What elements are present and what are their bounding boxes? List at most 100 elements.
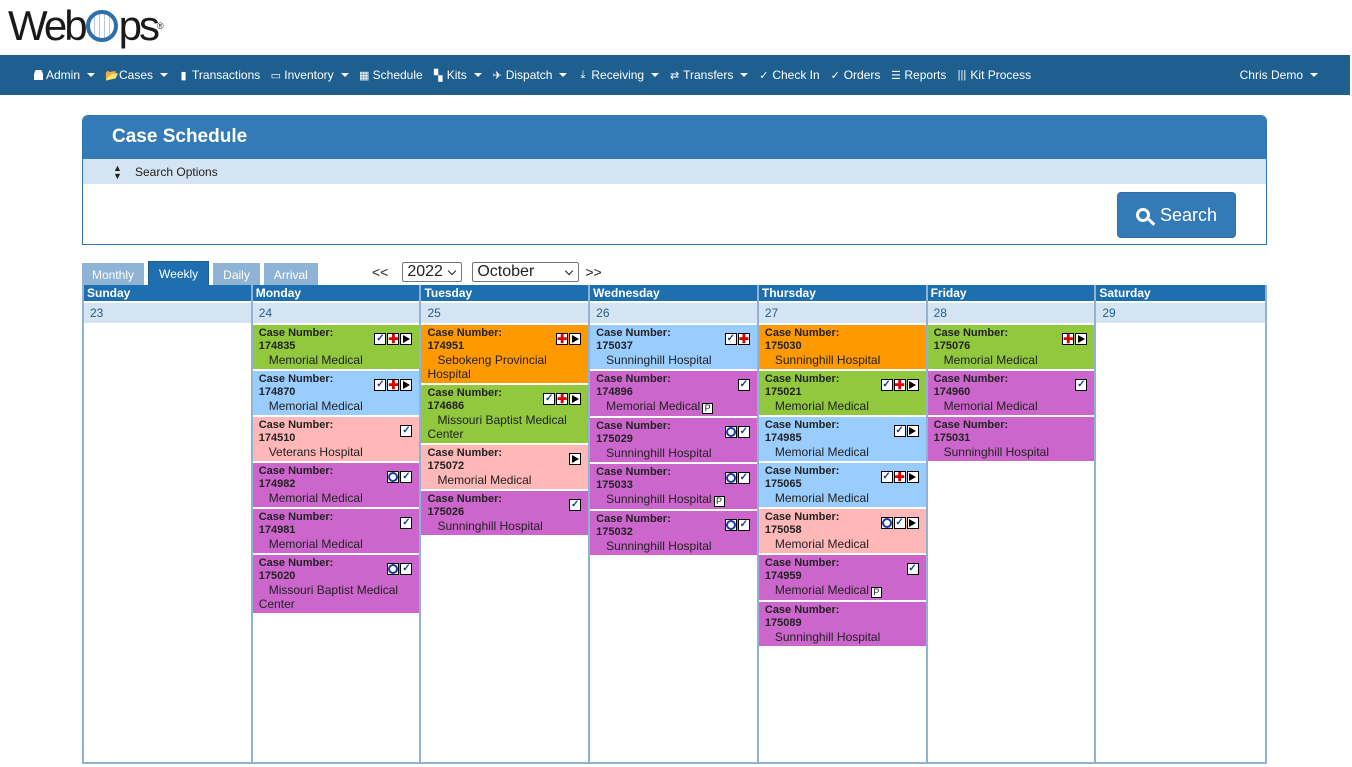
case-event[interactable]: Case Number: 175029 Sunninghill Hospital ✓	[590, 418, 757, 464]
status-badges: ✓ ✚	[880, 378, 919, 392]
case-event[interactable]: Case Number: 175065 Memorial Medical ✓ ✚	[758, 463, 926, 509]
tab-daily[interactable]: Daily	[213, 263, 260, 287]
day-number[interactable]: 24	[252, 303, 420, 323]
case-event[interactable]: Case Number: 174870 Memorial Medical ✓ ✚	[252, 371, 420, 417]
case-event[interactable]: Case Number: 174960 Memorial Medical ✓	[927, 371, 1095, 417]
nav-orders[interactable]: ✓ Orders	[830, 68, 881, 82]
status-badges: ✓	[724, 519, 750, 531]
case-event[interactable]: Case Number: 175020 Missouri Baptist Medi…	[252, 555, 420, 615]
circle-badge-icon	[724, 472, 737, 484]
case-facility: Sunninghill Hospital	[606, 539, 712, 553]
circle-badge-icon	[387, 563, 400, 575]
case-number: 175089	[764, 617, 802, 629]
case-number: 175026	[427, 506, 465, 518]
medical-cross-icon: ✚	[893, 378, 906, 392]
nav-check-in[interactable]: ✓ Check In	[758, 68, 819, 82]
day-column: 29	[1096, 301, 1266, 762]
medical-cross-icon: ✚	[556, 392, 569, 406]
case-event[interactable]: Case Number: 174959 Memorial Medical P ✓	[758, 555, 926, 602]
day-number[interactable]: 27	[758, 303, 926, 323]
case-number-label: Case Number:	[764, 557, 840, 569]
tab-arrival[interactable]: Arrival	[263, 263, 318, 287]
search-options-label: Search Options	[135, 164, 218, 179]
case-facility: Sunninghill Hospital	[606, 353, 712, 367]
day-number[interactable]: 28	[927, 303, 1095, 323]
tab-monthly[interactable]: Monthly	[82, 263, 145, 287]
case-number-label: Case Number:	[933, 419, 1009, 431]
case-event[interactable]: Case Number: 174982 Memorial Medical ✓	[252, 463, 420, 509]
check-badge-icon: ✓	[737, 379, 750, 391]
case-event[interactable]: Case Number: 174510 Veterans Hospital ✓	[252, 417, 420, 463]
case-event[interactable]: Case Number: 174985 Memorial Medical ✓	[758, 417, 926, 463]
month-select[interactable]: October	[472, 262, 580, 282]
nav-receiving[interactable]: ⤓ Receiving	[577, 68, 660, 82]
check-badge-icon: ✓	[880, 471, 893, 483]
case-event[interactable]: Case Number: 175026 Sunninghill Hospital ✓	[421, 491, 589, 537]
circle-badge-icon	[880, 517, 893, 529]
case-event[interactable]: Case Number: 174896 Memorial Medical P ✓	[590, 371, 757, 418]
case-event[interactable]: Case Number: 174686 Missouri Baptist Medi…	[421, 385, 589, 445]
flag-icon	[906, 471, 919, 483]
circle-badge-icon	[724, 426, 737, 438]
nav-label: Schedule	[372, 68, 423, 82]
user-menu[interactable]: Chris Demo	[1240, 55, 1318, 95]
case-event[interactable]: Case Number: 175072 Memorial Medical	[421, 445, 589, 491]
next-period-button[interactable]: >>	[585, 264, 602, 280]
case-event[interactable]: Case Number: 174835 Memorial Medical ✓ ✚	[252, 325, 420, 371]
case-event[interactable]: Case Number: 175089 Sunninghill Hospital	[758, 602, 926, 648]
nav-kits[interactable]: ▚ Kits	[433, 68, 482, 82]
case-facility: Memorial Medical	[268, 491, 363, 505]
nav-label: Dispatch	[505, 68, 553, 82]
day-header-monday: Monday	[253, 285, 422, 301]
check-badge-icon: ✓	[906, 563, 919, 575]
case-event[interactable]: Case Number: 174981 Memorial Medical ✓	[252, 509, 420, 555]
nav-transfers[interactable]: ⇄ Transfers	[669, 68, 749, 82]
case-event[interactable]: Case Number: 175037 Sunninghill Hospital ✓…	[590, 325, 757, 371]
case-event[interactable]: Case Number: 175058 Memorial Medical ✓	[758, 509, 926, 555]
nav-inventory[interactable]: ▭ Inventory	[270, 68, 349, 82]
search-button[interactable]: Search	[1117, 192, 1236, 238]
check-badge-icon: ✓	[737, 426, 750, 438]
year-select[interactable]: 2022	[402, 262, 463, 282]
flag-icon	[906, 425, 919, 437]
webops-logo[interactable]: Web ps®	[8, 2, 164, 49]
check-badge-icon: ✓	[880, 379, 893, 391]
nav-admin[interactable]: Admin	[34, 68, 96, 82]
case-facility: Missouri Baptist Medical Center	[427, 413, 567, 441]
case-number-label: Case Number:	[258, 557, 334, 569]
nav-kit-process[interactable]: ||| Kit Process	[956, 68, 1031, 82]
nav-reports[interactable]: ☰ Reports	[890, 68, 946, 82]
case-number: 174985	[764, 432, 802, 444]
prev-period-button[interactable]: <<	[372, 264, 389, 280]
nav-cases[interactable]: 📂 Cases	[105, 68, 169, 82]
case-event[interactable]: Case Number: 174951 Sebokeng Provincial H…	[421, 325, 589, 385]
case-event[interactable]: Case Number: 175031 Sunninghill Hospital	[927, 417, 1095, 463]
status-badges: ✓	[906, 563, 919, 575]
tab-weekly[interactable]: Weekly	[148, 261, 210, 287]
case-event[interactable]: Case Number: 175076 Memorial Medical ✚	[927, 325, 1095, 371]
case-number-label: Case Number:	[764, 511, 840, 523]
nav-label: Kits	[446, 68, 467, 82]
case-event[interactable]: Case Number: 175033 Sunninghill Hospital P…	[590, 464, 757, 511]
case-facility: Sunninghill Hospital	[774, 353, 881, 367]
case-facility: Memorial Medical	[268, 353, 363, 367]
search-icon	[1135, 208, 1150, 222]
day-number[interactable]: 25	[421, 303, 589, 323]
status-badges: ✓	[400, 517, 413, 529]
nav-schedule[interactable]: ▦ Schedule	[359, 68, 423, 82]
check-badge-icon: ✓	[724, 333, 737, 345]
case-event[interactable]: Case Number: 175021 Memorial Medical ✓ ✚	[758, 371, 926, 417]
search-options-toggle[interactable]: ▲ ▼ Search Options	[83, 159, 1266, 184]
nav-dispatch[interactable]: ✈ Dispatch	[492, 68, 568, 82]
case-schedule-panel: Case Schedule ▲ ▼ Search Options Search	[82, 115, 1267, 245]
day-number[interactable]: 23	[84, 303, 251, 323]
case-facility: Sunninghill Hospital	[943, 445, 1049, 459]
case-number-label: Case Number:	[596, 327, 671, 339]
day-number[interactable]: 29	[1096, 303, 1266, 323]
nav-transactions[interactable]: ▮ Transactions	[178, 68, 261, 82]
case-number: 174981	[258, 524, 296, 536]
case-event[interactable]: Case Number: 175032 Sunninghill Hospital ✓	[590, 511, 757, 557]
case-event[interactable]: Case Number: 175030 Sunninghill Hospital	[758, 325, 926, 371]
day-column: 26 Case Number: 175037 Sunninghill Hospita…	[590, 301, 759, 762]
day-number[interactable]: 26	[590, 303, 757, 323]
